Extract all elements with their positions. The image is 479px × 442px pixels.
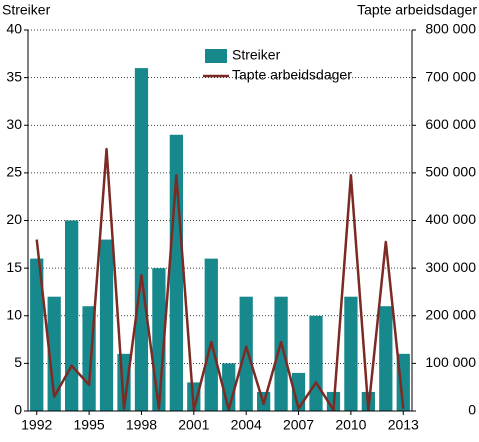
y2-tick-label: 800 000 xyxy=(425,21,476,37)
y-tick-label: 10 xyxy=(6,306,22,322)
y-tick-label: 20 xyxy=(6,211,22,227)
bar xyxy=(309,315,323,411)
y2-tick-label: 400 000 xyxy=(425,211,476,227)
x-tick-label: 2001 xyxy=(178,417,209,433)
bar xyxy=(344,296,358,411)
y2-tick-label: 700 000 xyxy=(425,68,476,84)
bar xyxy=(47,296,61,411)
bar xyxy=(30,258,44,411)
x-tick-label: 2013 xyxy=(388,417,419,433)
x-tick-label: 2007 xyxy=(283,417,314,433)
bar xyxy=(239,296,253,411)
y2-tick-label: 100 000 xyxy=(425,354,476,370)
y-tick-label: 35 xyxy=(6,68,22,84)
y2-axis-title: Tapte arbeidsdager xyxy=(357,2,477,18)
y2-tick-label: 200 000 xyxy=(425,306,476,322)
bar xyxy=(99,239,114,411)
y-tick-label: 0 xyxy=(14,402,22,418)
bar xyxy=(204,258,218,411)
x-tick-label: 1992 xyxy=(21,417,52,433)
bar xyxy=(65,220,79,411)
legend-swatch xyxy=(205,49,227,63)
x-tick-label: 1995 xyxy=(74,417,105,433)
bar xyxy=(274,296,288,411)
y-axis-title: Streiker xyxy=(2,2,51,18)
y-tick-label: 40 xyxy=(6,21,22,37)
bar xyxy=(134,68,149,411)
legend-label: Streiker xyxy=(232,47,281,63)
x-tick-label: 1998 xyxy=(126,417,157,433)
y-tick-label: 15 xyxy=(6,259,22,275)
y-tick-label: 25 xyxy=(6,164,22,180)
y2-tick-label: 0 xyxy=(468,402,476,418)
x-tick-label: 2010 xyxy=(335,417,366,433)
bar xyxy=(379,306,393,411)
y2-tick-label: 600 000 xyxy=(425,116,476,132)
y2-tick-label: 300 000 xyxy=(425,259,476,275)
y2-tick-label: 500 000 xyxy=(425,164,476,180)
legend-label: Tapte arbeidsdager xyxy=(232,67,352,83)
y-tick-label: 30 xyxy=(6,116,22,132)
y-tick-label: 5 xyxy=(14,354,22,370)
x-tick-label: 2004 xyxy=(231,417,262,433)
line xyxy=(35,147,405,412)
